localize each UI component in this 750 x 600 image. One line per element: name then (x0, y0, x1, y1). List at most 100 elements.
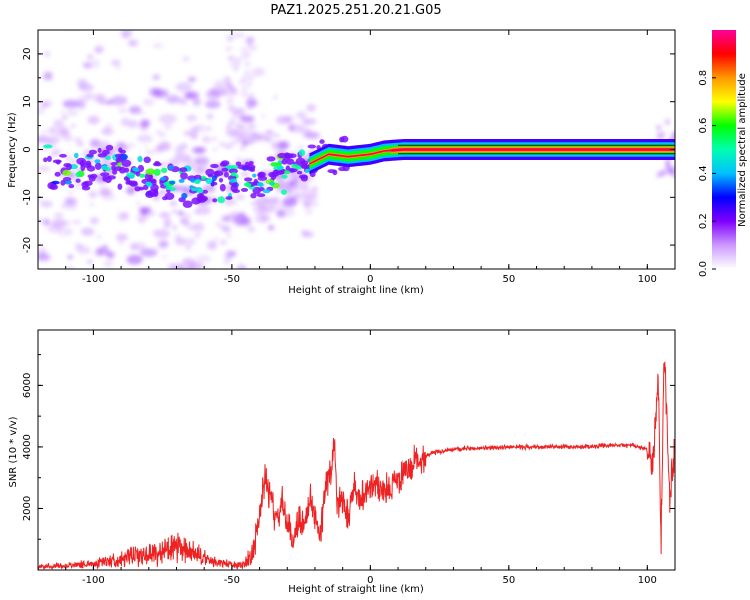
spectrogram-noise-blob (186, 269, 195, 274)
colorbar-tick-label: 0.0 (698, 261, 709, 277)
spectrogram-ridge-blob (244, 177, 253, 182)
spectrogram-noise-blob (173, 300, 182, 305)
spectrogram-noise-blob (250, 276, 254, 280)
spectrogram-noise-blob (101, 127, 114, 136)
spectrogram-noise-blob (241, 140, 249, 147)
spectrogram-noise-blob (86, 260, 93, 264)
spectrogram-ridge-blob (74, 152, 79, 159)
spectrogram-ridge-blob (218, 178, 224, 183)
spectrogram-noise-blob (222, 227, 231, 233)
spectrogram-noise-blob (41, 129, 46, 134)
spectrogram-noise-blob (244, 70, 251, 76)
spectrogram-noise-blob (239, 146, 246, 152)
spectrogram-noise-blob (191, 146, 205, 154)
spectrogram-ridge-blob (225, 196, 233, 200)
spectrogram-ridge-blob (59, 153, 67, 158)
spectrogram-ridge-blob (277, 152, 287, 159)
spectrogram-noise-blob (187, 77, 197, 82)
spectrogram-noise-blob (230, 284, 244, 293)
spectrogram-ridge-blob (197, 189, 204, 194)
spectrogram-noise-blob (56, 226, 73, 237)
spectrogram-noise-blob (172, 225, 177, 230)
spectrogram-noise-blob (89, 59, 100, 69)
spectrogram-ridge-blob (102, 175, 107, 182)
spectrogram-ridge-blob (307, 144, 317, 149)
spectrogram-noise-blob (44, 51, 50, 57)
spectrogram-noise-blob (71, 124, 76, 128)
x-tick-label: -50 (224, 575, 240, 586)
spectrogram-noise-blob (186, 114, 198, 122)
spectrogram-ridge-blob (205, 177, 213, 184)
spectrogram-noise-blob (163, 124, 173, 130)
spectrogram-noise-blob (72, 219, 82, 225)
spectrogram-ridge-blob (296, 170, 303, 175)
spectrogram-noise-blob (190, 132, 198, 140)
spectrogram-noise-blob (51, 149, 62, 156)
spectrogram-noise-blob (245, 51, 252, 57)
spectrogram-noise-blob (240, 171, 250, 177)
spectrogram-noise-blob (49, 314, 59, 322)
spectrogram-noise-blob (182, 220, 190, 226)
spectrogram-noise-blob (273, 95, 278, 100)
spectrogram-ridge-blob (182, 200, 193, 208)
spectrogram-noise-blob (239, 129, 253, 138)
spectrogram-noise-blob (250, 45, 257, 51)
spectrogram-noise-blob (65, 203, 77, 210)
spectrogram-ridge-blob (221, 167, 229, 172)
spectrogram-noise-blob (297, 144, 305, 151)
spectrogram-noise-blob (245, 117, 252, 123)
spectrogram-noise-blob (136, 201, 141, 206)
spectrogram-noise-blob (98, 188, 112, 196)
spectrogram-noise-blob (53, 119, 64, 128)
spectrogram-ridge-blob (102, 149, 110, 155)
spectrogram-noise-blob (248, 92, 255, 98)
spectrogram-noise-blob (185, 237, 196, 246)
spectrogram-ridge-blob (201, 175, 206, 180)
spectrogram-noise-blob (252, 269, 258, 272)
spectrogram-noise-blob (232, 110, 239, 116)
y-tick-label: 10 (22, 95, 33, 108)
spectrogram-ridge-blob (64, 180, 72, 185)
spectrogram-noise-blob (239, 111, 246, 117)
spectrogram-noise-blob (137, 134, 153, 143)
spectrogram-ridge-blob (178, 178, 185, 183)
spectrogram-ridge-blob (269, 181, 275, 186)
spectrogram-noise-blob (66, 300, 80, 307)
spectrogram-ridge-blob (250, 193, 257, 199)
spectrogram-noise-blob (309, 201, 319, 207)
snr-y-axis: 2000 4000 6000 (22, 354, 675, 540)
spectrogram-noise-blob (96, 246, 110, 255)
spectrogram-noise-blob (40, 200, 53, 208)
spectrogram-noise-blob (92, 93, 106, 103)
spectrogram-noise-blob (235, 57, 242, 63)
spectrogram-noise-blob (185, 291, 191, 295)
spectrogram-noise-blob (247, 124, 254, 130)
spectrogram-noise-blob (96, 235, 102, 239)
spectrogram-ridge-blob (121, 159, 132, 167)
spectrogram-ridge-blob (272, 169, 280, 177)
spectrogram-noise-blob (38, 165, 51, 173)
spectrogram-noise-blob (139, 111, 146, 116)
spectrogram-noise-blob (144, 145, 148, 150)
spectrogram-noise-blob (248, 75, 255, 81)
spectrogram-noise-blob (177, 185, 187, 192)
spectrogram-ridge-blob (100, 172, 110, 177)
spectrogram-noise-blob (247, 104, 254, 110)
spectrogram-noise-blob (204, 304, 214, 311)
spectrogram-noise-blob (288, 123, 304, 133)
spectrogram-y-axis: -20 -10 0 10 20 (22, 29, 675, 270)
spectrogram-noise-blob (260, 215, 271, 222)
spectrogram-ridge-blob (262, 189, 271, 194)
spectrogram-x-axis-label: Height of straight line (km) (288, 285, 424, 296)
spectrogram-ridge-blob (94, 162, 102, 170)
spectrogram-noise-blob (213, 237, 219, 241)
spectrogram-noise-blob (246, 81, 252, 87)
spectrogram-ridge-blob (46, 155, 52, 162)
spectrogram-noise-blob (213, 80, 231, 89)
spectrogram-noise-blob (152, 42, 164, 49)
spectrogram-noise-blob (301, 118, 309, 126)
spectrogram-ridge-blob (145, 191, 155, 199)
x-tick-label: 100 (638, 274, 657, 285)
spectrogram-noise-blob (235, 125, 242, 130)
spectrogram-noise-blob (222, 217, 229, 222)
